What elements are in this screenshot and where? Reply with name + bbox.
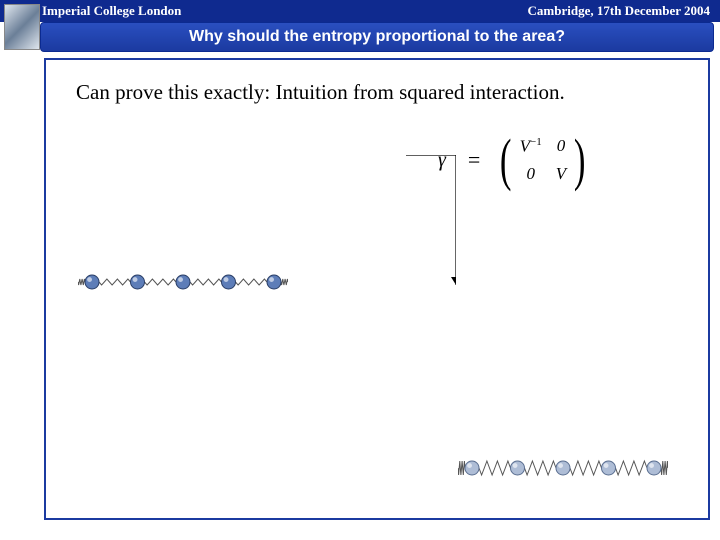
body-text: Can prove this exactly: Intuition from s… [76, 80, 678, 105]
matrix-r0c1: 0 [556, 136, 566, 157]
institution-logo [4, 4, 40, 50]
content-frame: Can prove this exactly: Intuition from s… [44, 58, 710, 520]
equation: γ = ( V−1 0 0 V ) [438, 125, 668, 195]
chain-small-amplitude [78, 270, 288, 294]
paren-right-icon: ) [574, 131, 586, 189]
slide-title: Why should the entropy proportional to t… [40, 22, 714, 52]
matrix-r0c0: V−1 [520, 136, 542, 157]
slide: Imperial College London Cambridge, 17th … [0, 0, 720, 540]
chain-large-amplitude [458, 448, 668, 488]
paren-left-icon: ( [500, 131, 512, 189]
eq-matrix: ( V−1 0 0 V ) [496, 129, 589, 191]
matrix-r1c1: V [556, 164, 566, 184]
topbar-right-text: Cambridge, 17th December 2004 [528, 3, 710, 19]
eq-gamma: γ [438, 149, 452, 172]
eq-equals: = [462, 147, 486, 173]
topbar-left-text: Imperial College London [42, 3, 181, 19]
matrix-r1c0: 0 [520, 164, 542, 184]
top-bar: Imperial College London Cambridge, 17th … [0, 0, 720, 22]
matrix-cells: V−1 0 0 V [516, 136, 571, 185]
